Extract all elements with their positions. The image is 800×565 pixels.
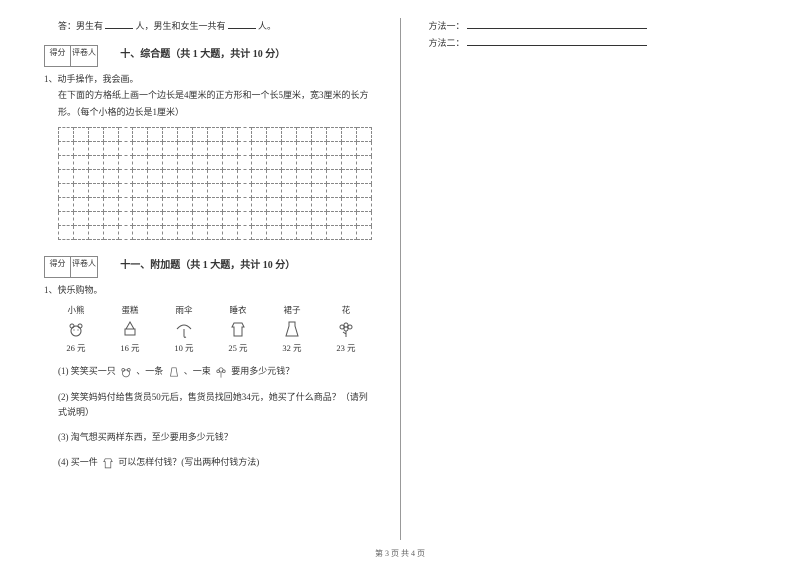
grader-label: 评卷人 <box>71 46 97 66</box>
q11-sub3: (3) 淘气想买两样东西，至少要用多少元钱？ <box>58 430 372 445</box>
method-1-blank <box>467 20 647 29</box>
section-10-header: 得分 评卷人 十、综合题（共 1 大题，共计 10 分） <box>44 35 372 71</box>
method-1-label: 方法一： <box>429 21 465 31</box>
score-label-2: 得分 <box>45 257 71 277</box>
sub1-b: 、一条 <box>136 366 163 376</box>
right-column: 方法一： 方法二： <box>401 18 769 540</box>
shop-item-price: 25 元 <box>228 342 247 354</box>
shop-item-name: 花 <box>342 304 351 316</box>
shop-item-price: 23 元 <box>336 342 355 354</box>
score-label: 得分 <box>45 46 71 66</box>
shop-item-name: 睡衣 <box>229 304 246 316</box>
pajama-icon <box>228 319 248 339</box>
section-10-title: 十、综合题（共 1 大题，共计 10 分） <box>120 45 285 60</box>
answer-suffix: 人。 <box>258 21 276 31</box>
shop-item-price: 10 元 <box>174 342 193 354</box>
shop-item: 裙子 32 元 <box>274 304 310 354</box>
shop-item-name: 小熊 <box>67 304 84 316</box>
shop-item: 睡衣 25 元 <box>220 304 256 354</box>
shop-item-name: 裙子 <box>283 304 300 316</box>
shop-item-price: 32 元 <box>282 342 301 354</box>
left-column: 答：男生有 人，男生和女生一共有 人。 得分 评卷人 十、综合题（共 1 大题，… <box>32 18 401 540</box>
method-2-label: 方法二： <box>429 38 465 48</box>
grid-paper <box>58 127 372 240</box>
q11-sub1: (1) 笑笑买一只 、一条 、一束 要用多少元钱？ <box>58 364 372 379</box>
shop-row: 小熊 26 元 蛋糕 16 元 雨伞 10 元 睡衣 25 元 裙子 32 元 花 23 元 <box>58 304 372 354</box>
score-box-11: 得分 评卷人 <box>44 256 98 278</box>
skirt-icon <box>282 319 302 339</box>
shop-item: 花 23 元 <box>328 304 364 354</box>
page: 答：男生有 人，男生和女生一共有 人。 得分 评卷人 十、综合题（共 1 大题，… <box>0 0 800 540</box>
bear-icon <box>66 319 86 339</box>
q11-sub4: (4) 买一件 可以怎样付钱？(写出两种付钱方法) <box>58 455 372 470</box>
shop-item-name: 蛋糕 <box>121 304 138 316</box>
flower-icon <box>336 319 356 339</box>
cake-icon <box>120 319 140 339</box>
umbrella-icon <box>174 319 194 339</box>
sub4-a: (4) 买一件 <box>58 457 98 467</box>
score-box-10: 得分 评卷人 <box>44 45 98 67</box>
shop-item-name: 雨伞 <box>175 304 192 316</box>
shop-item: 雨伞 10 元 <box>166 304 202 354</box>
bear-icon <box>119 365 133 379</box>
sub1-d: 要用多少元钱？ <box>231 366 294 376</box>
method-2-blank <box>467 37 647 46</box>
page-footer: 第 3 页 共 4 页 <box>0 548 800 559</box>
shop-item-price: 16 元 <box>120 342 139 354</box>
answer-mid: 人，男生和女生一共有 <box>136 21 226 31</box>
q11-1-num: 1、快乐购物。 <box>44 282 372 299</box>
section-11-header: 得分 评卷人 十一、附加题（共 1 大题，共计 10 分） <box>44 246 372 282</box>
grid-table <box>58 127 372 240</box>
q11-sub2: (2) 笑笑妈妈付给售货员50元后，售货员找回她34元，她买了什么商品？（请列式… <box>58 390 372 421</box>
method-2-line: 方法二： <box>429 35 757 52</box>
answer-line: 答：男生有 人，男生和女生一共有 人。 <box>44 18 372 35</box>
section-11-title: 十一、附加题（共 1 大题，共计 10 分） <box>120 256 295 271</box>
skirt-icon <box>167 365 181 379</box>
q10-1-num: 1、动手操作，我会画。 <box>44 71 372 88</box>
shop-item: 蛋糕 16 元 <box>112 304 148 354</box>
sub1-a: (1) 笑笑买一只 <box>58 366 116 376</box>
shop-item-price: 26 元 <box>66 342 85 354</box>
q10-1-text: 在下面的方格纸上画一个边长是4厘米的正方形和一个长5厘米，宽3厘米的长方形。（每… <box>44 87 372 120</box>
method-1-line: 方法一： <box>429 18 757 35</box>
shop-item: 小熊 26 元 <box>58 304 94 354</box>
blank-1 <box>105 20 133 29</box>
sub1-c: 、一束 <box>184 366 211 376</box>
sub4-b: 可以怎样付钱？(写出两种付钱方法) <box>118 457 259 467</box>
pajama-icon <box>101 456 115 470</box>
flower-icon <box>214 365 228 379</box>
grader-label-2: 评卷人 <box>71 257 97 277</box>
answer-prefix: 答：男生有 <box>58 21 103 31</box>
blank-2 <box>228 20 256 29</box>
